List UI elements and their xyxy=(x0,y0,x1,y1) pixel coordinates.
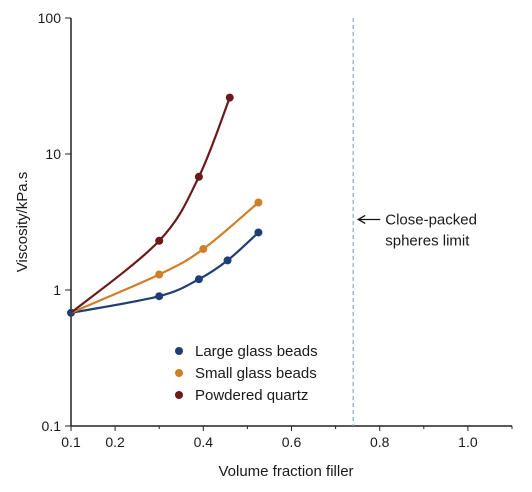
data-point xyxy=(199,245,208,254)
series-line xyxy=(70,97,231,314)
data-point xyxy=(155,236,164,245)
x-tick-label: 0.1 xyxy=(61,434,81,450)
legend-label: Large glass beads xyxy=(195,343,318,360)
annotation-label: Close-packed xyxy=(385,211,477,228)
x-axis-label: Volume fraction filler xyxy=(218,463,353,480)
data-point xyxy=(194,172,203,181)
x-tick-label: 0.6 xyxy=(282,434,302,450)
x-tick-label: 0.8 xyxy=(370,434,390,450)
y-tick-label: 10 xyxy=(45,146,61,162)
y-tick-label: 0.1 xyxy=(42,418,62,434)
data-point xyxy=(223,256,232,265)
series-line xyxy=(70,201,260,314)
data-point xyxy=(225,93,234,102)
data-point xyxy=(254,228,263,237)
legend-marker xyxy=(175,369,183,377)
x-tick-label: 0.4 xyxy=(194,434,214,450)
y-tick-label: 100 xyxy=(38,10,62,26)
data-point xyxy=(155,270,164,279)
x-tick-label: 1.0 xyxy=(458,434,478,450)
annotation-arrow-head xyxy=(356,214,366,225)
legend-label: Powdered quartz xyxy=(195,387,308,404)
x-tick-label: 0.2 xyxy=(105,434,125,450)
y-axis-label: Viscosity/kPa.s xyxy=(14,172,31,273)
data-point xyxy=(194,275,203,284)
plot-area: 0.1 0.2 0.4 0.6 0.8 1.0 0.1 1 10 100 Close-packed s… xyxy=(38,10,513,450)
legend-marker xyxy=(175,391,183,399)
data-point xyxy=(254,198,263,207)
legend-marker xyxy=(175,347,183,355)
data-point xyxy=(155,292,164,301)
legend-label: Small glass beads xyxy=(195,365,317,382)
annotation-label: spheres limit xyxy=(385,232,470,249)
y-tick-label: 1 xyxy=(53,282,61,298)
